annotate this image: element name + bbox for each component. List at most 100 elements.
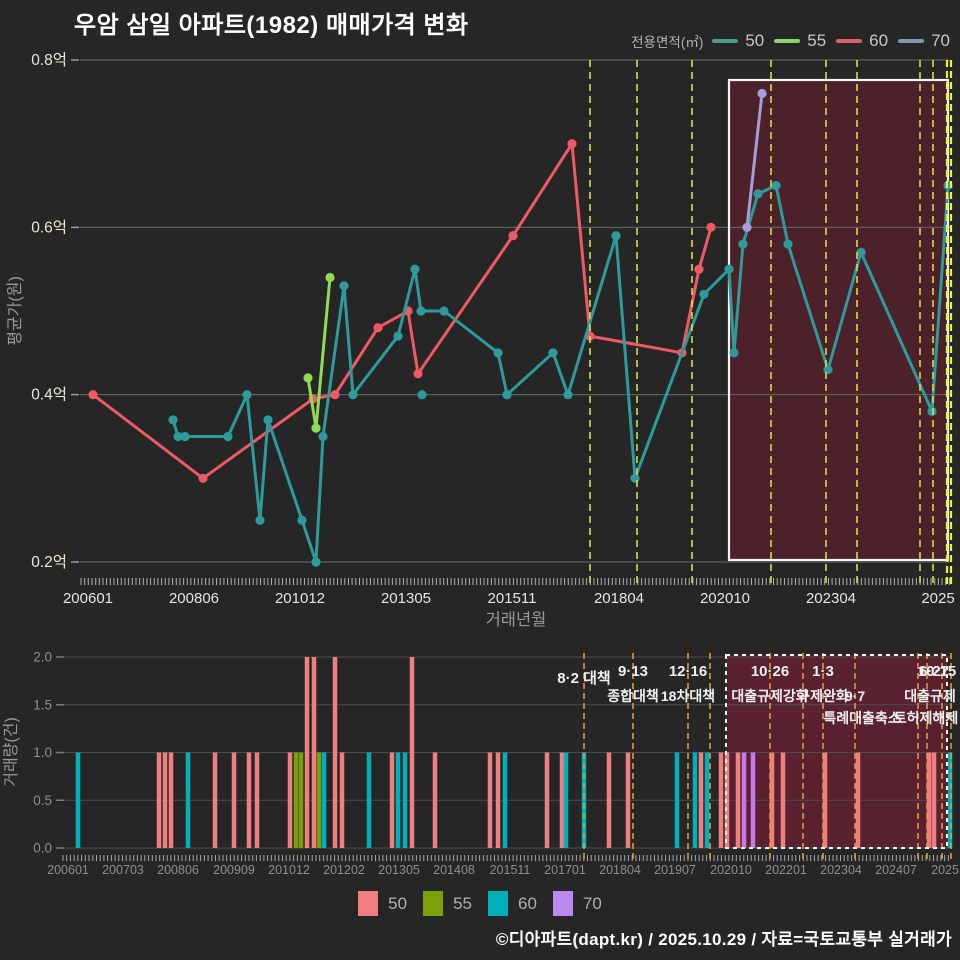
policy-annotation: 대출규제 bbox=[904, 688, 956, 704]
policy-annotation: 6·27 bbox=[919, 663, 949, 680]
highlight-region bbox=[729, 80, 948, 560]
data-point bbox=[563, 390, 573, 400]
data-point bbox=[413, 369, 423, 379]
volume-bar bbox=[559, 752, 565, 848]
y-tick-label: 0.5 bbox=[33, 793, 52, 808]
legend-line-swatch bbox=[774, 39, 801, 43]
x-tick-label: 201907 bbox=[654, 863, 696, 877]
policy-annotation: 종합대책 bbox=[607, 688, 659, 704]
data-point bbox=[742, 222, 752, 232]
volume-bar bbox=[156, 752, 162, 848]
volume-bar bbox=[750, 752, 756, 848]
legend-color-swatch bbox=[423, 891, 444, 916]
volume-legend-item-50[interactable]: 50 bbox=[358, 891, 407, 916]
data-point bbox=[330, 390, 340, 400]
volume-legend-item-70[interactable]: 70 bbox=[552, 891, 602, 916]
volume-legend-item-55[interactable]: 55 bbox=[423, 891, 472, 916]
volume-legend-item-60[interactable]: 60 bbox=[488, 891, 537, 916]
legend-line-swatch bbox=[712, 39, 739, 43]
data-point bbox=[783, 239, 793, 249]
legend-caption: 전용면적(㎡) bbox=[631, 35, 704, 50]
data-point bbox=[630, 473, 640, 483]
data-point bbox=[223, 431, 233, 442]
minor-ticks bbox=[80, 578, 950, 585]
volume-bar bbox=[947, 752, 953, 848]
legend-color-swatch bbox=[358, 891, 379, 916]
volume-bar bbox=[332, 657, 338, 848]
policy-annotation: 1·3 bbox=[812, 663, 834, 680]
data-point bbox=[242, 390, 252, 400]
legend-item-50[interactable]: 50 bbox=[712, 31, 764, 51]
volume-bar bbox=[75, 752, 81, 848]
volume-bar bbox=[402, 752, 408, 848]
volume-bar bbox=[581, 752, 587, 848]
legend-item-55[interactable]: 55 bbox=[774, 31, 826, 51]
footer-credit: ©디아파트(dapt.kr) / 2025.10.29 / 자료=국토교통부 실… bbox=[495, 930, 952, 949]
y-tick-label: 0.6억 bbox=[31, 218, 67, 236]
data-point bbox=[724, 264, 734, 274]
x-tick-label: 202201 bbox=[765, 863, 807, 877]
data-point bbox=[567, 139, 577, 149]
legend-item-label: 70 bbox=[582, 893, 602, 913]
volume-bar bbox=[704, 752, 710, 848]
x-tick-label: 202407 bbox=[875, 863, 917, 877]
data-point bbox=[694, 264, 704, 274]
volume-bar bbox=[931, 752, 937, 848]
series-55 bbox=[303, 272, 335, 433]
series-line-70 bbox=[745, 93, 764, 228]
legend-item-label: 55 bbox=[807, 31, 827, 50]
legend-item-60[interactable]: 60 bbox=[836, 31, 888, 51]
volume-bar bbox=[246, 752, 252, 848]
legend-item-label: 50 bbox=[388, 893, 408, 913]
x-tick-label: 202304 bbox=[806, 590, 856, 607]
data-point-isolated bbox=[417, 390, 427, 400]
x-tick-label: 201804 bbox=[599, 863, 641, 877]
x-tick-label: 202510 bbox=[931, 863, 960, 877]
volume-bar bbox=[698, 752, 704, 848]
legend-color-swatch bbox=[552, 891, 573, 916]
policy-annotation: 18차대책 bbox=[661, 688, 715, 704]
x-tick-label: 200909 bbox=[213, 863, 255, 877]
volume-bar bbox=[735, 752, 741, 848]
data-point bbox=[311, 557, 321, 567]
y-tick-label: 0.2억 bbox=[31, 553, 67, 571]
volume-bar bbox=[185, 752, 191, 848]
volume-bar bbox=[321, 752, 327, 848]
volume-bar bbox=[212, 752, 218, 848]
data-point bbox=[771, 180, 781, 191]
y-tick-label: 1.0 bbox=[33, 745, 52, 760]
volume-bar bbox=[162, 752, 168, 848]
y-tick-label: 0.4억 bbox=[31, 386, 67, 404]
data-point bbox=[168, 415, 178, 425]
volume-bar bbox=[606, 752, 612, 848]
policy-annotation: 토허제해제 bbox=[894, 710, 958, 726]
volume-bar bbox=[544, 752, 550, 848]
data-point bbox=[325, 272, 335, 283]
data-point bbox=[180, 431, 190, 442]
data-point bbox=[611, 231, 621, 241]
x-tick-label: 201012 bbox=[268, 863, 310, 877]
legend-item-70[interactable]: 70 bbox=[898, 31, 950, 51]
volume-bar bbox=[692, 752, 698, 848]
minor-ticks bbox=[62, 855, 949, 861]
x-tick-label: 200601 bbox=[63, 590, 113, 607]
legend-item-label: 70 bbox=[931, 31, 950, 50]
data-point bbox=[738, 239, 748, 249]
x-tick-label: 201305 bbox=[381, 590, 431, 607]
x-tick-label: 202010 bbox=[710, 863, 752, 877]
x-tick-label: 201701 bbox=[544, 863, 586, 877]
volume-legend: 50 55 60 70 bbox=[0, 891, 960, 916]
policy-annotation: 10·15 bbox=[918, 663, 956, 680]
volume-chart: 2.0 1.5 1.0 0.5 0.0 200601 200703 200806 200909 2… bbox=[2, 650, 960, 878]
data-point bbox=[173, 431, 183, 442]
volume-bar bbox=[389, 752, 395, 848]
highlight-box-border bbox=[725, 654, 948, 849]
y-tick-label: 1.5 bbox=[33, 697, 52, 712]
volume-bar bbox=[855, 752, 861, 848]
volume-bar bbox=[822, 752, 828, 848]
price-chart: 0.8억 0.6억 0.4억 0.2억 200601 200806 201012 201305… bbox=[6, 51, 955, 629]
x-tick-label: 201804 bbox=[594, 590, 644, 607]
volume-bar bbox=[502, 752, 508, 848]
data-point bbox=[339, 281, 349, 291]
data-point bbox=[823, 365, 833, 375]
